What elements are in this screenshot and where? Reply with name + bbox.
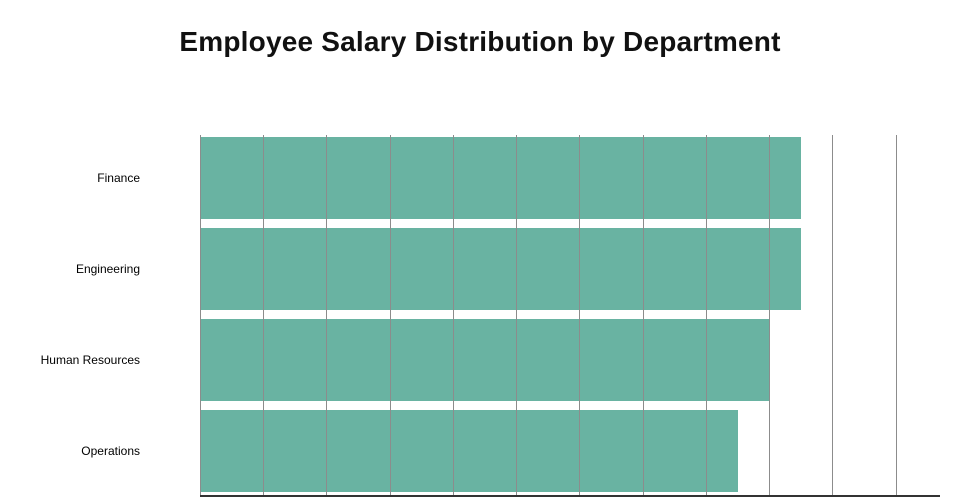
y-axis-label: Engineering — [75, 262, 140, 276]
y-axis-label: Human Resources — [40, 353, 140, 367]
gridline — [326, 135, 328, 495]
gridline — [642, 135, 644, 495]
bar-engineering — [200, 228, 801, 310]
y-axis-labels: Finance Engineering Human Resources Operati… — [0, 135, 140, 497]
gridline — [705, 135, 707, 495]
gridline — [579, 135, 581, 495]
bar-finance — [200, 137, 801, 219]
gridline — [516, 135, 518, 495]
gridline — [263, 135, 265, 495]
gridline — [452, 135, 454, 495]
y-axis-label: Finance — [97, 171, 140, 185]
bar-human-resources — [200, 319, 770, 401]
gridline — [200, 135, 201, 495]
gridline — [832, 135, 834, 495]
chart-title: Employee Salary Distribution by Departme… — [179, 26, 781, 57]
y-axis-label: Operations — [81, 444, 140, 458]
gridline — [389, 135, 391, 495]
plot-area — [200, 135, 940, 497]
gridline — [895, 135, 897, 495]
bar-operations — [200, 410, 738, 492]
gridline — [769, 135, 771, 495]
